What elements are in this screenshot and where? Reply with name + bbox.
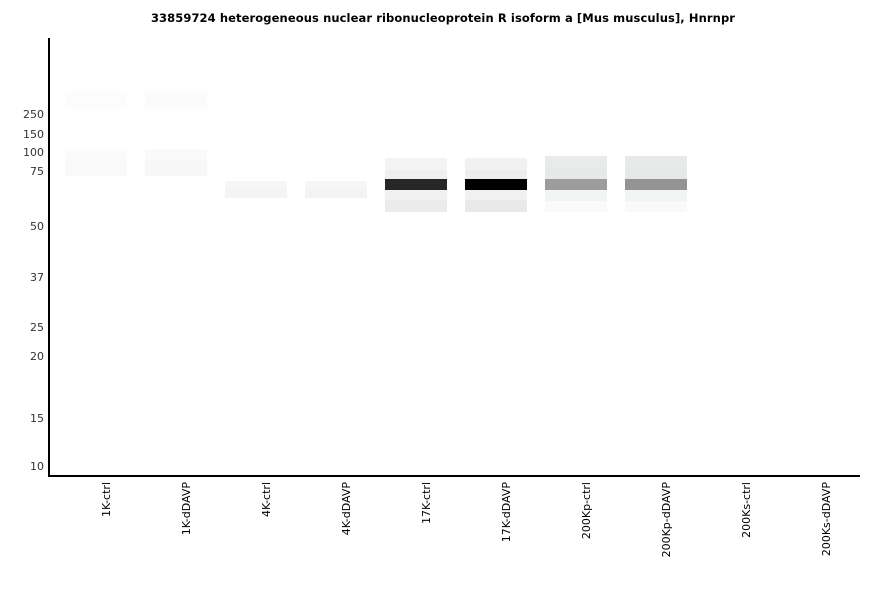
x-tick-label: 200Ks-ctrl <box>740 482 753 538</box>
gel-lane <box>705 38 767 475</box>
gel-band <box>385 158 447 170</box>
gel-band <box>625 201 687 212</box>
gel-band <box>385 179 447 190</box>
gel-band <box>625 190 687 201</box>
x-tick-label: 4K-ctrl <box>260 482 273 517</box>
y-tick-label: 37 <box>30 271 44 284</box>
y-tick-label: 25 <box>30 321 44 334</box>
x-tick-label: 200Ks-dDAVP <box>820 482 833 557</box>
y-tick-label: 75 <box>30 165 44 178</box>
x-tick-label: 1K-dDAVP <box>180 482 193 536</box>
gel-lane <box>625 38 687 475</box>
gel-lane <box>225 38 287 475</box>
x-tick-label: 200Kp-ctrl <box>580 482 593 540</box>
gel-band <box>65 149 127 160</box>
gel-band <box>625 179 687 190</box>
y-tick-label: 250 <box>23 108 44 121</box>
y-tick-label: 100 <box>23 146 44 159</box>
gel-band <box>625 156 687 169</box>
gel-lane <box>385 38 447 475</box>
gel-lane <box>65 38 127 475</box>
gel-band <box>545 190 607 201</box>
x-axis-line <box>48 475 860 477</box>
x-tick-label: 1K-ctrl <box>100 482 113 517</box>
y-axis-line <box>48 38 50 477</box>
gel-band <box>145 91 207 109</box>
gel-band <box>305 189 367 198</box>
gel-lane <box>305 38 367 475</box>
gel-lane <box>785 38 847 475</box>
gel-band <box>545 179 607 190</box>
gel-band <box>545 156 607 169</box>
y-tick-label: 10 <box>30 460 44 473</box>
gel-band <box>385 190 447 200</box>
gel-band <box>385 170 447 179</box>
gel-lane <box>545 38 607 475</box>
page-title: 33859724 heterogeneous nuclear ribonucle… <box>150 11 736 25</box>
gel-band <box>465 190 527 200</box>
gel-lane <box>145 38 207 475</box>
gel-band <box>545 201 607 212</box>
gel-lane <box>465 38 527 475</box>
y-tick-label: 20 <box>30 350 44 363</box>
x-tick-label: 200Kp-dDAVP <box>660 482 673 558</box>
gel-band <box>305 181 367 189</box>
x-tick-label: 17K-ctrl <box>420 482 433 524</box>
gel-band <box>145 160 207 176</box>
gel-band <box>465 170 527 179</box>
gel-band <box>625 169 687 179</box>
y-tick-label: 15 <box>30 412 44 425</box>
gel-band <box>465 179 527 190</box>
gel-band <box>65 160 127 176</box>
y-tick-label: 50 <box>30 220 44 233</box>
y-tick-label: 150 <box>23 128 44 141</box>
gel-band <box>545 169 607 179</box>
x-tick-label: 4K-dDAVP <box>340 482 353 536</box>
x-tick-label: 17K-dDAVP <box>500 482 513 543</box>
gel-band <box>465 158 527 170</box>
gel-band <box>385 200 447 212</box>
gel-band <box>65 91 127 109</box>
gel-band <box>145 149 207 160</box>
gel-band <box>225 181 287 189</box>
gel-band <box>465 200 527 212</box>
y-axis-tick-labels: 250 150 100 75 50 37 25 20 15 10 <box>0 0 44 595</box>
gel-band <box>225 189 287 198</box>
